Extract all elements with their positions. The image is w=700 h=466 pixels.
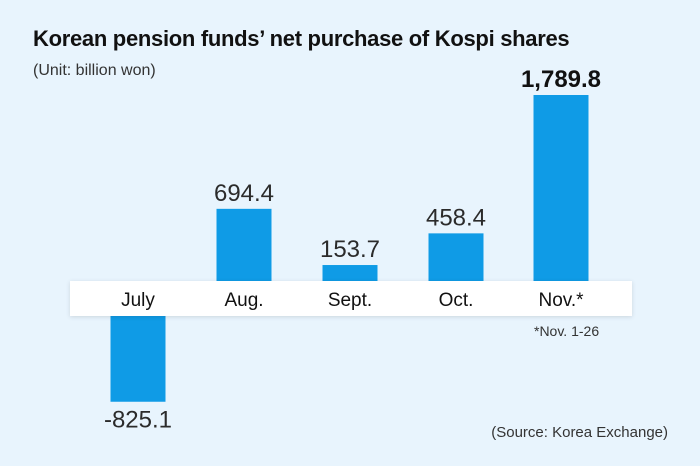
value-label-3: 458.4: [426, 204, 486, 231]
bar-4: [533, 95, 589, 281]
footnote: *Nov. 1-26: [534, 323, 600, 339]
value-label-4: 1,789.8: [521, 66, 601, 93]
category-label-3: Oct.: [439, 290, 474, 311]
chart-title: Korean pension funds’ net purchase of Ko…: [33, 26, 570, 51]
category-label-0: July: [121, 290, 155, 311]
bar-3: [428, 233, 484, 281]
unit-label: (Unit: billion won): [33, 62, 156, 79]
category-label-4: Nov.*: [538, 290, 584, 311]
source-note: (Source: Korea Exchange): [491, 424, 668, 441]
value-label-0: -825.1: [104, 407, 172, 434]
value-label-2: 153.7: [320, 236, 380, 263]
category-label-1: Aug.: [224, 290, 263, 311]
bar-2: [322, 265, 378, 281]
category-band: [70, 281, 632, 316]
value-label-1: 694.4: [214, 180, 274, 207]
bar-0: [110, 316, 166, 402]
category-label-2: Sept.: [328, 290, 372, 311]
bar-1: [216, 208, 272, 281]
